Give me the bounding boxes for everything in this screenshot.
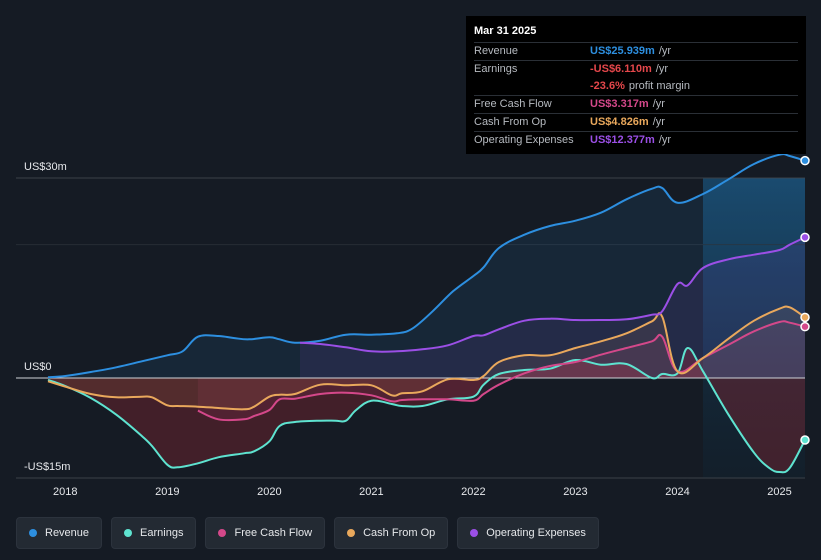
revenue-dot-icon <box>29 529 37 537</box>
series-areas <box>48 178 805 473</box>
cash-from-op-dot-icon <box>347 529 356 537</box>
earnings-end-marker[interactable] <box>800 435 810 445</box>
operating-expenses-line[interactable] <box>299 236 806 353</box>
tooltip-row-cash-from-op: Cash From Op US$4.826m /yr <box>474 114 798 132</box>
tooltip-value: -US$6.110m <box>590 63 652 75</box>
tooltip-unit: /yr <box>652 98 665 110</box>
y-tick-label-top: US$30m <box>24 161 67 173</box>
x-axis: 2018 2019 2020 2021 2022 2023 2024 2025 <box>53 486 792 498</box>
y-tick-label-zero: US$0 <box>24 361 52 373</box>
tooltip-label: Earnings <box>474 63 518 75</box>
free-cash-flow-dot-icon <box>218 529 227 537</box>
series-end-markers <box>800 155 810 445</box>
chart-canvas: US$30m US$0 -US$15m 2018 2019 2020 2021 2022… <box>16 153 810 498</box>
tooltip-unit: /yr <box>655 63 668 75</box>
cash-from-op-area <box>48 306 805 410</box>
legend-item-earnings[interactable]: Earnings <box>111 517 197 549</box>
tooltip-label <box>474 78 590 95</box>
x-tick-label: 2025 <box>767 486 791 498</box>
tooltip-value: US$12.377m <box>590 134 655 146</box>
legend-label: Earnings <box>140 527 184 539</box>
revenue-end-marker[interactable] <box>800 155 810 166</box>
revenue-area <box>48 178 805 378</box>
x-tick-label: 2021 <box>359 486 383 498</box>
tooltip-unit: profit margin <box>628 80 690 92</box>
y-tick-label-bottom: -US$15m <box>24 461 70 473</box>
x-tick-label: 2019 <box>155 486 179 498</box>
tooltip-row-earnings: Earnings -US$6.110m /yr <box>474 61 798 78</box>
tooltip-value: -23.6% <box>590 80 625 92</box>
legend-item-free-cash-flow[interactable]: Free Cash Flow <box>205 517 326 549</box>
tooltip-value: US$4.826m <box>590 116 649 128</box>
earnings-line[interactable] <box>47 347 806 474</box>
tooltip-label: Free Cash Flow <box>474 98 552 110</box>
cash-from-op-line[interactable] <box>47 305 806 411</box>
x-tick-label: 2022 <box>461 486 485 498</box>
x-tick-label: 2018 <box>53 486 77 498</box>
tooltip-row-operating-expenses: Operating Expenses US$12.377m /yr <box>474 132 798 149</box>
tooltip-row-free-cash-flow: Free Cash Flow US$3.317m /yr <box>474 96 798 114</box>
legend-label: Cash From Op <box>363 527 436 539</box>
data-tooltip: Mar 31 2025 Revenue US$25.939m /yr Earni… <box>466 16 806 154</box>
forecast-region <box>702 178 805 478</box>
free-cash-flow-end-marker[interactable] <box>800 321 810 332</box>
tooltip-unit: /yr <box>658 45 672 57</box>
legend-label: Free Cash Flow <box>234 527 313 539</box>
x-tick-label: 2020 <box>257 486 281 498</box>
tooltip-row-revenue: Revenue US$25.939m /yr <box>474 43 798 61</box>
earnings-dot-icon <box>124 529 133 537</box>
cash-from-op-end-marker[interactable] <box>800 312 810 323</box>
legend-item-cash-from-op[interactable]: Cash From Op <box>334 517 449 549</box>
tooltip-value: US$25.939m <box>590 45 655 57</box>
operating-expenses-area <box>300 237 805 378</box>
tooltip-label: Revenue <box>474 45 519 57</box>
tooltip-unit: /yr <box>652 116 665 128</box>
series-lines <box>47 153 806 474</box>
free-cash-flow-area <box>197 321 805 421</box>
tooltip-row-profit-margin: -23.6% profit margin <box>474 78 798 96</box>
x-tick-label: 2024 <box>665 486 689 498</box>
legend-label: Revenue <box>45 527 90 539</box>
operating-expenses-dot-icon <box>470 529 479 537</box>
operating-expenses-end-marker[interactable] <box>800 232 810 243</box>
tooltip-date: Mar 31 2025 <box>474 24 798 43</box>
chart-legend: Revenue Earnings Free Cash Flow Cash Fro… <box>16 517 608 549</box>
tooltip-label: Cash From Op <box>474 116 547 128</box>
x-tick-label: 2023 <box>563 486 587 498</box>
revenue-line[interactable] <box>47 153 806 379</box>
legend-item-revenue[interactable]: Revenue <box>16 517 103 549</box>
tooltip-unit: /yr <box>658 134 672 146</box>
earnings-area <box>48 347 805 473</box>
legend-item-operating-expenses[interactable]: Operating Expenses <box>457 517 599 549</box>
tooltip-label: Operating Expenses <box>474 134 574 146</box>
tooltip-value: US$3.317m <box>590 98 649 110</box>
legend-label: Operating Expenses <box>486 527 586 539</box>
